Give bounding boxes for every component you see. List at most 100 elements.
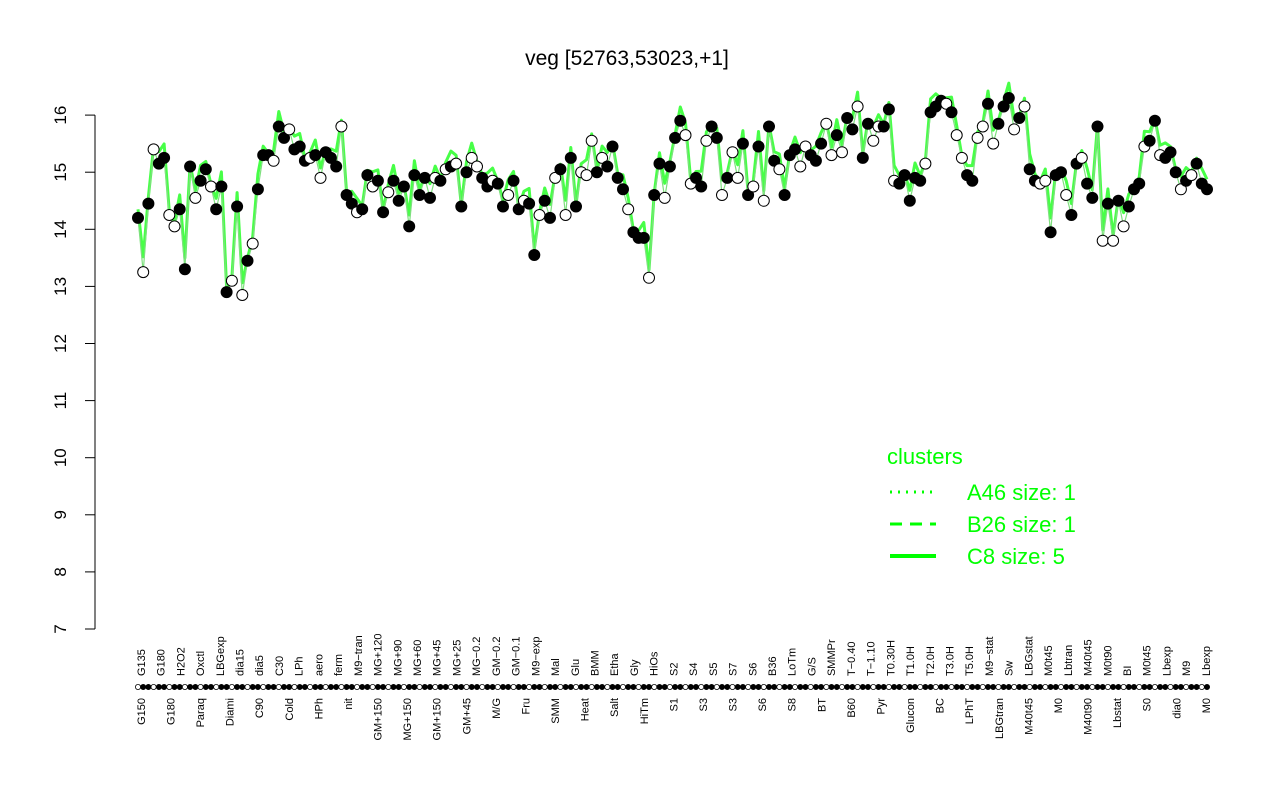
x-tick-mark [280, 684, 287, 691]
x-tick-mark [719, 684, 726, 691]
data-point [601, 160, 614, 173]
x-tick-label: MG+120 [373, 634, 385, 677]
x-tick-mark [891, 684, 898, 691]
legend-label: C8 size: 5 [967, 544, 1065, 569]
x-tick-label: M0 [1201, 698, 1213, 713]
data-point [1060, 189, 1073, 201]
data-point [1143, 134, 1156, 147]
x-tick-mark [1172, 684, 1179, 691]
x-tick-mark [807, 684, 814, 691]
data-point [580, 169, 593, 182]
x-tick-label: M9 [1181, 661, 1193, 676]
data-point [251, 183, 264, 196]
data-point [361, 169, 374, 182]
x-tick-mark [562, 684, 569, 691]
data-point [1086, 191, 1099, 204]
data-point [982, 97, 994, 110]
x-tick-mark [729, 684, 736, 691]
x-tick-mark [447, 684, 454, 691]
data-point [1065, 209, 1078, 221]
x-tick-label: G135 [136, 649, 148, 676]
x-tick-label: dia15 [235, 649, 247, 676]
x-tick-mark [338, 684, 345, 691]
x-tick-label: Etha [609, 652, 621, 676]
x-tick-mark [161, 684, 168, 691]
data-point [528, 249, 541, 261]
x-tick-mark [1141, 684, 1148, 691]
data-point [1148, 114, 1161, 127]
x-tick-mark [839, 684, 846, 691]
x-tick-label: MG+150 [402, 698, 414, 741]
data-point [278, 131, 290, 144]
x-tick-mark [1084, 684, 1091, 691]
x-tick-label: dia0 [1171, 698, 1183, 719]
data-point [194, 174, 207, 187]
x-tick-mark [385, 684, 392, 691]
data-point [330, 160, 343, 173]
data-point [768, 154, 781, 167]
x-tick-mark [406, 684, 413, 691]
data-point [914, 174, 927, 187]
x-tick-mark [593, 684, 600, 691]
data-point [778, 189, 791, 201]
data-point [408, 169, 421, 182]
x-tick-mark [666, 684, 673, 691]
data-point [622, 203, 635, 216]
data-point [596, 151, 609, 164]
x-tick-mark [797, 684, 804, 691]
x-tick-mark [218, 684, 225, 691]
x-tick-mark [708, 684, 715, 691]
x-tick-mark [588, 684, 595, 691]
x-tick-label: HPh [313, 698, 325, 719]
data-point [1112, 194, 1125, 207]
x-tick-mark [426, 684, 433, 691]
data-point [549, 171, 562, 184]
x-tick-label: T1.0H [905, 646, 917, 676]
data-point [554, 163, 567, 176]
x-tick-label: BI [1122, 666, 1134, 676]
x-tick-mark [1204, 684, 1211, 691]
legend: clusters A46 size: 1 B26 size: 1 C8 size: … [887, 444, 1076, 569]
y-axis: 7 8 9 10 11 12 13 14 15 16 [51, 106, 96, 634]
x-tick-label: G180 [156, 649, 168, 676]
x-tick-mark [1016, 684, 1023, 691]
x-tick-label: MG+45 [432, 640, 444, 676]
x-tick-mark [1110, 684, 1117, 691]
x-tick-label: M9−exp [530, 637, 542, 676]
x-tick-mark [202, 684, 209, 691]
x-tick-mark [453, 684, 460, 691]
data-point [173, 203, 186, 216]
x-tick-mark [1198, 684, 1205, 691]
x-tick-mark [948, 684, 955, 691]
x-tick-mark [880, 684, 887, 691]
x-tick-mark [197, 684, 204, 691]
x-tick-mark [604, 684, 611, 691]
data-point [955, 151, 968, 164]
x-tick-mark [1131, 684, 1138, 691]
x-tick-mark [698, 684, 705, 691]
x-tick-mark [134, 684, 141, 691]
x-tick-label: H2O2 [175, 647, 187, 676]
x-tick-label: MG+90 [392, 640, 404, 676]
x-tick-mark [390, 684, 397, 691]
x-tick-label: nit [343, 698, 355, 710]
data-point [324, 151, 337, 164]
x-tick-mark [776, 684, 783, 691]
data-point [716, 189, 728, 201]
x-tick-mark [682, 684, 689, 691]
x-tick-mark [249, 684, 256, 691]
data-point [1002, 92, 1015, 104]
x-tick-mark [275, 684, 282, 691]
x-tick-label: Lbexp [1162, 646, 1174, 676]
data-point [617, 183, 629, 196]
x-tick-mark [1104, 684, 1111, 691]
data-point [757, 194, 770, 207]
x-tick-label: C90 [254, 698, 266, 718]
x-tick-mark [1125, 684, 1132, 691]
data-point [246, 237, 259, 250]
data-point [663, 160, 676, 173]
data-point [731, 171, 744, 184]
x-tick-label: M0t45 [1043, 645, 1055, 676]
x-tick-mark [322, 684, 329, 691]
data-point [460, 166, 473, 179]
